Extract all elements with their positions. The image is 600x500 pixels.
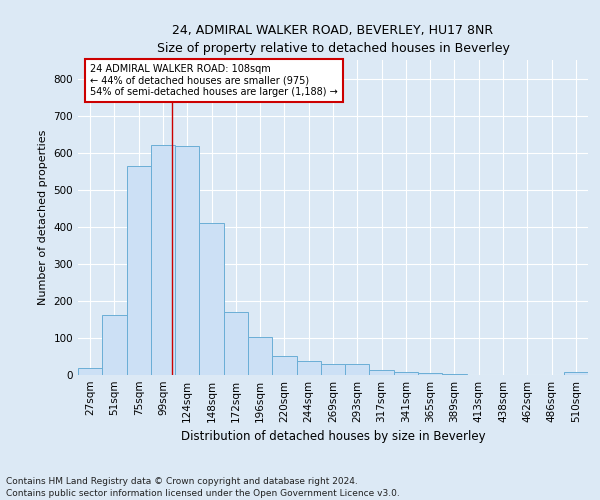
Bar xyxy=(564,372,588,375)
Bar xyxy=(102,314,127,375)
Bar xyxy=(151,145,175,375)
Bar xyxy=(248,337,272,375)
Bar xyxy=(418,373,442,375)
Bar xyxy=(224,312,248,375)
Bar xyxy=(321,364,345,375)
X-axis label: Distribution of detached houses by size in Beverley: Distribution of detached houses by size … xyxy=(181,430,485,444)
Bar xyxy=(272,356,296,375)
Bar xyxy=(78,368,102,375)
Bar xyxy=(442,374,467,375)
Text: Contains HM Land Registry data © Crown copyright and database right 2024.
Contai: Contains HM Land Registry data © Crown c… xyxy=(6,476,400,498)
Bar xyxy=(345,364,370,375)
Bar xyxy=(175,146,199,375)
Title: 24, ADMIRAL WALKER ROAD, BEVERLEY, HU17 8NR
Size of property relative to detache: 24, ADMIRAL WALKER ROAD, BEVERLEY, HU17 … xyxy=(157,24,509,54)
Text: 24 ADMIRAL WALKER ROAD: 108sqm
← 44% of detached houses are smaller (975)
54% of: 24 ADMIRAL WALKER ROAD: 108sqm ← 44% of … xyxy=(90,64,338,97)
Bar xyxy=(296,360,321,375)
Bar xyxy=(199,222,224,375)
Bar xyxy=(394,372,418,375)
Bar xyxy=(370,370,394,375)
Y-axis label: Number of detached properties: Number of detached properties xyxy=(38,130,48,305)
Bar xyxy=(127,166,151,375)
